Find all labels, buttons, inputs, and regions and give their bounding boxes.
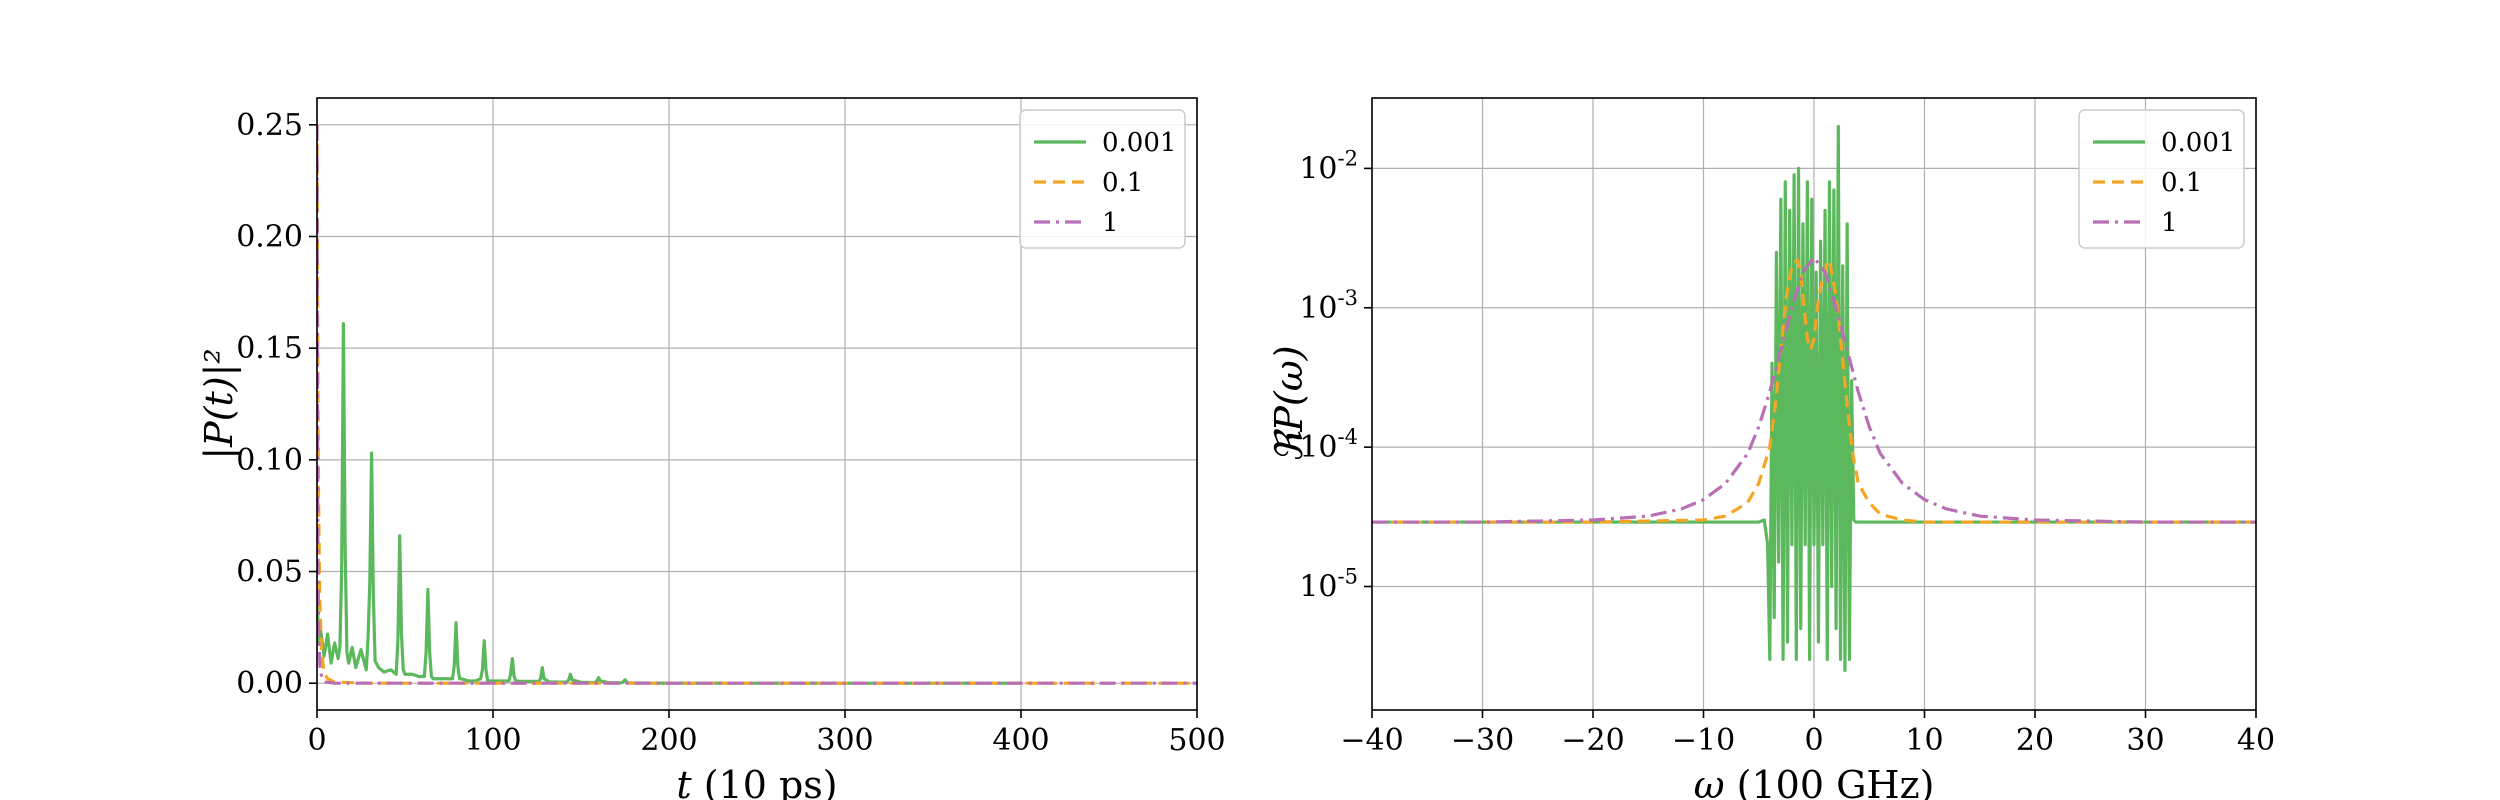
right-plot-panel: −40 −30 −20 −10 0 10 20 30 40 10-5 10-4 10-3 10-2 ω …: [1267, 97, 2275, 800]
left-y-tick-label: 0.20: [236, 219, 303, 254]
right-y-tick-label: 10-3: [1299, 286, 1358, 326]
left-y-tick-label: 0.10: [236, 443, 303, 478]
right-x-axis-unit: (100 GHz): [1725, 763, 1935, 800]
left-x-tick-label: 0: [307, 723, 326, 758]
right-series-group: [1372, 124, 2256, 673]
left-legend-box: [1019, 109, 1186, 249]
left-legend-label-0: 0.001: [1102, 128, 1176, 158]
left-x-axis-unit: (10 ps): [692, 763, 838, 800]
right-y-tick-label: 10-2: [1299, 146, 1358, 186]
left-legend-label-2: 1: [1102, 208, 1119, 238]
right-x-tick-label: 30: [2126, 723, 2164, 758]
right-x-tick-label: −10: [1672, 723, 1735, 758]
right-plot-ticks: −40 −30 −20 −10 0 10 20 30 40 10-5 10-4 10-3 10-2: [1299, 146, 2275, 758]
left-y-tick-label: 0.05: [236, 555, 303, 590]
left-series-line-1: [317, 124, 1197, 685]
left-legend-label-1: 0.1: [1102, 168, 1143, 198]
right-x-tick-label: 0: [1804, 723, 1823, 758]
left-x-tick-label: 300: [816, 723, 873, 758]
right-series-line-1: [1372, 258, 2256, 524]
right-x-tick-label: −40: [1340, 723, 1403, 758]
right-y-axis-label: ℜP(ω): [1267, 345, 1311, 462]
left-y-axis-label: |P(t)|²: [197, 348, 241, 459]
right-x-tick-label: 20: [2016, 723, 2054, 758]
right-series-line-2: [1372, 255, 2256, 524]
left-x-axis-label: t (10 ps): [676, 763, 837, 800]
right-x-tick-label: 10: [1905, 723, 1943, 758]
right-series-line-0: [1372, 124, 2256, 673]
right-x-tick-label: −30: [1451, 723, 1514, 758]
right-x-tick-label: −20: [1561, 723, 1624, 758]
right-plot-legend: 0.001 0.1 1: [2078, 109, 2245, 249]
left-series-group: [317, 124, 1197, 685]
right-legend-box: [2078, 109, 2245, 249]
left-x-tick-label: 200: [640, 723, 697, 758]
left-plot-ticks: 0 100 200 300 400 500 0.00 0.05 0.10 0.15 0.20 0.25: [236, 108, 1225, 758]
left-plot-legend: 0.001 0.1 1: [1019, 109, 1186, 249]
left-x-axis-variable: t: [676, 763, 692, 800]
left-plot-panel: 0 100 200 300 400 500 0.00 0.05 0.10 0.15 0.20 0.25…: [197, 97, 1226, 800]
left-y-tick-label: 0.15: [236, 331, 303, 366]
right-y-tick-label: 10-5: [1299, 565, 1358, 605]
right-legend-label-2: 1: [2161, 208, 2178, 238]
left-plot-series: [317, 124, 1197, 685]
left-x-tick-label: 500: [1168, 723, 1225, 758]
right-x-axis-variable: ω: [1694, 763, 1725, 800]
right-y-tick-label: 10-4: [1299, 425, 1358, 465]
left-plot-frame: [316, 97, 1198, 711]
right-plot-series: [1372, 124, 2256, 673]
left-y-tick-label: 0.25: [236, 108, 303, 143]
right-legend-label-0: 0.001: [2161, 128, 2235, 158]
left-series-line-2: [317, 124, 1197, 685]
right-x-axis-label: ω (100 GHz): [1694, 763, 1935, 800]
right-legend-label-1: 0.1: [2161, 168, 2202, 198]
right-x-tick-label: 40: [2237, 723, 2275, 758]
left-x-tick-label: 400: [992, 723, 1049, 758]
left-x-tick-label: 100: [464, 723, 521, 758]
left-y-tick-label: 0.00: [236, 666, 303, 701]
